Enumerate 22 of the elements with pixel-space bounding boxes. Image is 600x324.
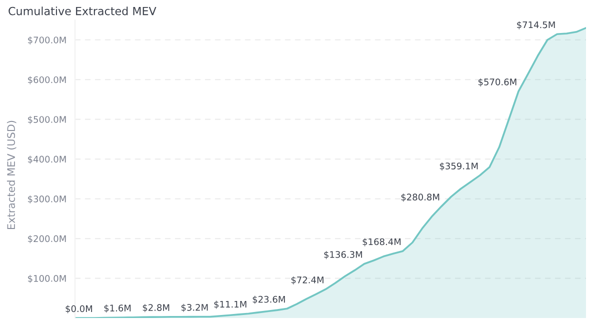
y-tick-label: $400.0M	[28, 156, 66, 164]
y-tick-label: $700.0M	[28, 36, 66, 45]
y-tick-label: $300.0M	[28, 195, 66, 204]
data-label: $1.6M	[104, 304, 131, 313]
y-tick-label: $600.0M	[28, 76, 66, 84]
chart-title: Cumulative Extracted MEV	[8, 6, 156, 16]
data-label: $168.4M	[362, 238, 401, 246]
data-label: $3.2M	[181, 304, 208, 312]
data-label: $0.0M	[66, 305, 92, 314]
data-label: $11.1M	[214, 300, 246, 309]
y-tick-label: $100.0M	[28, 274, 66, 284]
data-label: $714.5M	[517, 21, 555, 30]
data-label: $136.3M	[324, 250, 362, 260]
data-label: $23.6M	[252, 296, 285, 304]
y-axis-title: Extracted MEV (USD)	[6, 120, 16, 229]
data-label: $280.8M	[401, 194, 440, 202]
y-tick-label: $500.0M	[28, 116, 66, 124]
data-label: $359.1M	[440, 162, 478, 171]
data-label: $570.6M	[478, 78, 516, 87]
data-label: $2.8M	[142, 304, 170, 312]
y-tick-label: $200.0M	[28, 235, 66, 244]
data-label: $72.4M	[291, 276, 324, 285]
